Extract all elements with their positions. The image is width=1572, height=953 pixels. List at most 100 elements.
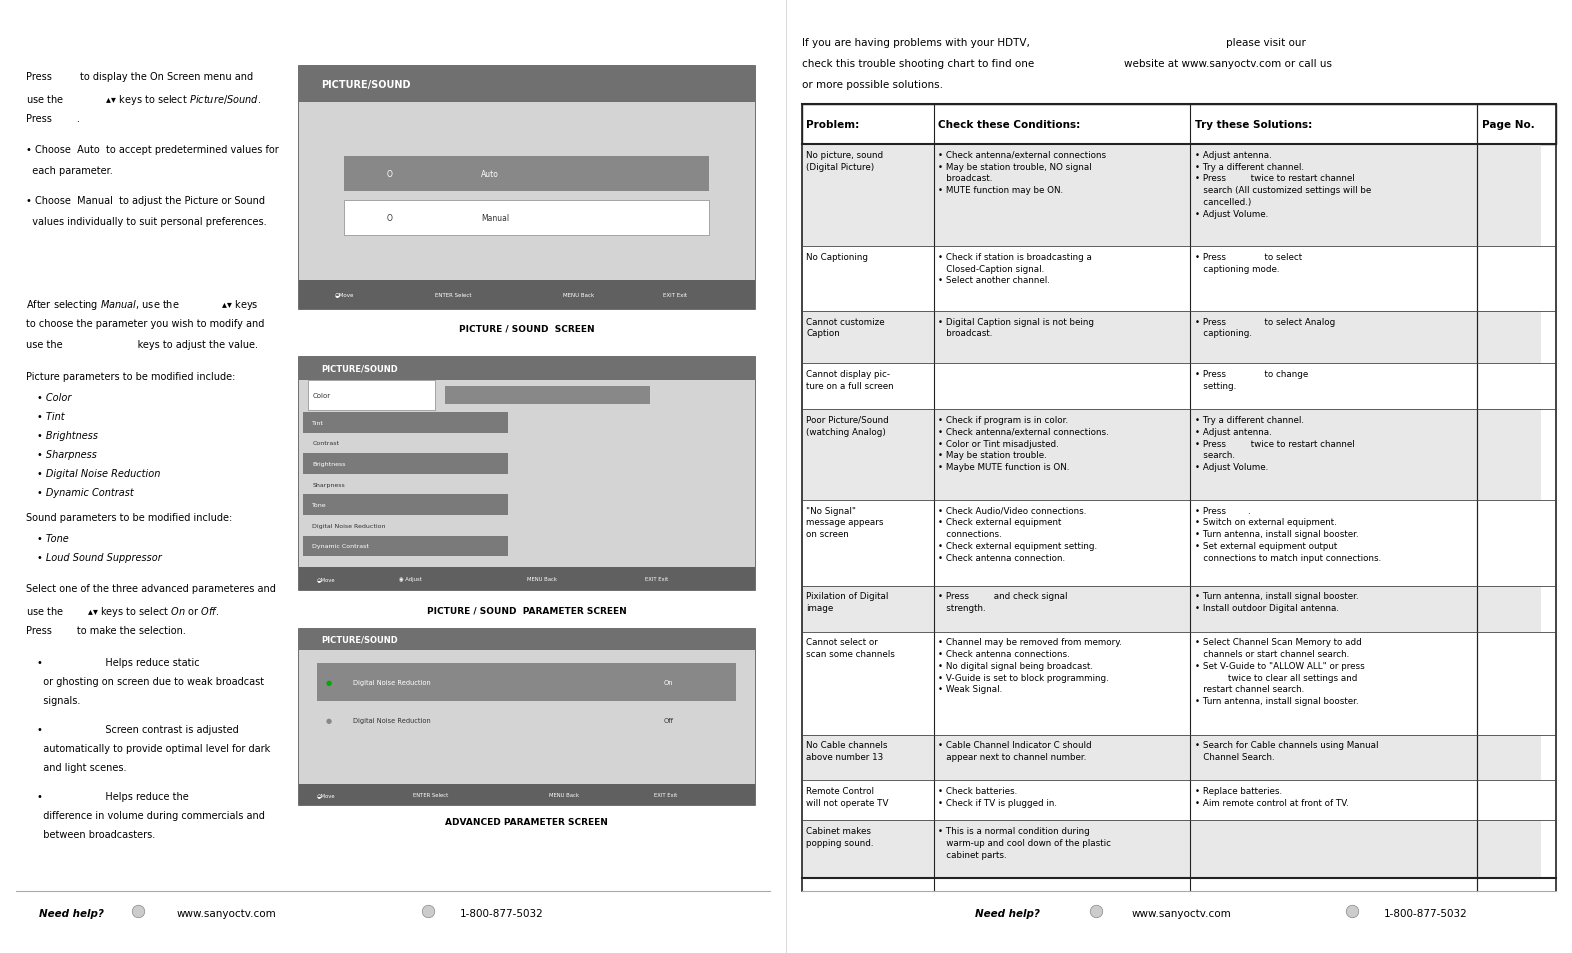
Text: ●: ● bbox=[325, 679, 332, 685]
Text: • Press              to select
   captioning mode.: • Press to select captioning mode. bbox=[1195, 253, 1302, 274]
Bar bbox=[934, 821, 1190, 878]
Text: • Select Channel Scan Memory to add
   channels or start channel search.
• Set V: • Select Channel Scan Memory to add chan… bbox=[1195, 638, 1364, 705]
Text: website at www.sanyoctv.com or call us: website at www.sanyoctv.com or call us bbox=[1124, 59, 1331, 69]
Text: Remote Control
will not operate TV: Remote Control will not operate TV bbox=[806, 786, 888, 807]
Text: Brightness: Brightness bbox=[313, 461, 346, 467]
Bar bbox=[1478, 781, 1541, 821]
Text: Press         to display the On Screen menu and: Press to display the On Screen menu and bbox=[27, 71, 253, 81]
Text: • Press        .
• Switch on external equipment.
• Turn antenna, install signal : • Press . • Switch on external equipment… bbox=[1195, 506, 1382, 562]
Text: No Captioning: No Captioning bbox=[806, 253, 868, 261]
Text: MENU Back: MENU Back bbox=[550, 792, 580, 798]
Bar bbox=[802, 735, 934, 781]
Text: • Press              to change
   setting.: • Press to change setting. bbox=[1195, 370, 1308, 391]
Text: use the              $\blacktriangle\blacktriangledown$ keys to select $\it{Pict: use the $\blacktriangle\blacktriangledow… bbox=[27, 92, 261, 107]
Text: Color: Color bbox=[313, 393, 330, 398]
Text: Sound parameters to be modified include:: Sound parameters to be modified include: bbox=[27, 513, 233, 522]
Bar bbox=[344, 156, 709, 192]
Text: On: On bbox=[663, 679, 673, 685]
Bar bbox=[1478, 145, 1541, 247]
Bar bbox=[934, 364, 1190, 410]
Bar bbox=[802, 105, 1556, 145]
Text: Auto: Auto bbox=[481, 170, 498, 178]
Text: • Check antenna/external connections
• May be station trouble, NO signal
   broa: • Check antenna/external connections • M… bbox=[938, 151, 1107, 195]
Bar bbox=[299, 357, 755, 591]
Bar bbox=[1190, 821, 1478, 878]
Text: Need help?: Need help? bbox=[975, 908, 1039, 918]
Text: MENU Back: MENU Back bbox=[563, 293, 594, 297]
Text: each parameter.: each parameter. bbox=[27, 166, 113, 175]
Text: O: O bbox=[387, 214, 393, 223]
Bar bbox=[934, 586, 1190, 632]
Text: • Digital Caption signal is not being
   broadcast.: • Digital Caption signal is not being br… bbox=[938, 317, 1094, 338]
Bar bbox=[1190, 410, 1478, 500]
Bar bbox=[1190, 312, 1478, 364]
Text: difference in volume during commercials and: difference in volume during commercials … bbox=[38, 810, 264, 820]
Text: • Search for Cable channels using Manual
   Channel Search.: • Search for Cable channels using Manual… bbox=[1195, 740, 1379, 761]
Text: Cabinet makes
popping sound.: Cabinet makes popping sound. bbox=[806, 826, 874, 847]
Text: Select one of the three advanced parameteres and: Select one of the three advanced paramet… bbox=[27, 583, 275, 593]
Bar bbox=[802, 364, 934, 410]
Text: "No Signal"
message appears
on screen: "No Signal" message appears on screen bbox=[806, 506, 883, 538]
Text: PICTURE / SOUND  SCREEN: PICTURE / SOUND SCREEN bbox=[459, 324, 594, 334]
Text: EXIT Exit: EXIT Exit bbox=[645, 577, 668, 581]
Bar bbox=[299, 650, 755, 784]
Text: ◒Move: ◒Move bbox=[335, 293, 355, 297]
Bar bbox=[802, 500, 934, 586]
Text: •                    Helps reduce the: • Helps reduce the bbox=[38, 791, 189, 801]
Text: to choose the parameter you wish to modify and: to choose the parameter you wish to modi… bbox=[27, 318, 264, 328]
Text: Need help?: Need help? bbox=[39, 908, 104, 918]
Text: ENTER Select: ENTER Select bbox=[413, 792, 448, 798]
Bar bbox=[1190, 781, 1478, 821]
Text: • Brightness: • Brightness bbox=[38, 431, 97, 440]
Text: • Tone: • Tone bbox=[38, 534, 69, 543]
Text: • This is a normal condition during
   warm-up and cool down of the plastic
   c: • This is a normal condition during warm… bbox=[938, 826, 1111, 859]
Bar bbox=[934, 312, 1190, 364]
Text: • Check if program is in color.
• Check antenna/external connections.
• Color or: • Check if program is in color. • Check … bbox=[938, 416, 1110, 472]
Text: No Cable channels
above number 13: No Cable channels above number 13 bbox=[806, 740, 888, 761]
Text: Press        to make the selection.: Press to make the selection. bbox=[27, 625, 185, 635]
Text: or more possible solutions.: or more possible solutions. bbox=[802, 80, 943, 90]
Bar bbox=[1478, 500, 1541, 586]
Text: 1-800-877-5032: 1-800-877-5032 bbox=[1383, 908, 1467, 918]
Bar bbox=[318, 663, 736, 701]
Text: • Choose  Auto  to accept predetermined values for: • Choose Auto to accept predetermined va… bbox=[27, 145, 278, 154]
Text: • Press              to select Analog
   captioning.: • Press to select Analog captioning. bbox=[1195, 317, 1335, 338]
Text: • Cable Channel Indicator C should
   appear next to channel number.: • Cable Channel Indicator C should appea… bbox=[938, 740, 1093, 761]
Text: check this trouble shooting chart to find one: check this trouble shooting chart to fin… bbox=[802, 59, 1034, 69]
Bar bbox=[802, 586, 934, 632]
Bar bbox=[299, 784, 755, 805]
Text: • Press         and check signal
   strength.: • Press and check signal strength. bbox=[938, 592, 1067, 613]
Text: • Tint: • Tint bbox=[38, 412, 64, 421]
Text: ◒Move: ◒Move bbox=[318, 792, 335, 798]
Text: Sharpness: Sharpness bbox=[313, 482, 346, 487]
Text: Press        .: Press . bbox=[27, 113, 80, 123]
Bar bbox=[303, 495, 508, 516]
Bar bbox=[299, 67, 755, 310]
Bar bbox=[1190, 586, 1478, 632]
Text: PICTURE / SOUND  PARAMETER SCREEN: PICTURE / SOUND PARAMETER SCREEN bbox=[426, 605, 627, 615]
Bar bbox=[934, 145, 1190, 247]
Bar bbox=[1190, 247, 1478, 312]
Bar bbox=[1478, 586, 1541, 632]
Text: PICTURE/SOUND: PICTURE/SOUND bbox=[322, 365, 398, 374]
Bar bbox=[303, 454, 508, 475]
Text: ADVANCED PARAMETER SCREEN: ADVANCED PARAMETER SCREEN bbox=[445, 817, 608, 826]
Bar bbox=[299, 280, 755, 310]
Text: Contrast: Contrast bbox=[313, 441, 340, 446]
Bar bbox=[1478, 247, 1541, 312]
Text: Try these Solutions:: Try these Solutions: bbox=[1195, 120, 1313, 130]
Text: • Color: • Color bbox=[38, 393, 71, 402]
Text: Manual: Manual bbox=[481, 214, 509, 223]
Text: • Try a different channel.
• Adjust antenna.
• Press         twice to restart ch: • Try a different channel. • Adjust ante… bbox=[1195, 416, 1355, 472]
Text: •                    Screen contrast is adjusted: • Screen contrast is adjusted bbox=[38, 724, 239, 734]
Bar bbox=[802, 312, 934, 364]
Text: Tint: Tint bbox=[313, 420, 324, 425]
Text: ◒Move: ◒Move bbox=[318, 577, 335, 581]
Bar bbox=[802, 145, 934, 247]
Text: • Adjust antenna.
• Try a different channel.
• Press         twice to restart ch: • Adjust antenna. • Try a different chan… bbox=[1195, 151, 1371, 218]
Text: Cannot customize
Caption: Cannot customize Caption bbox=[806, 317, 885, 338]
Text: Pixilation of Digital
image: Pixilation of Digital image bbox=[806, 592, 888, 613]
Text: PICTURE/SOUND: PICTURE/SOUND bbox=[322, 80, 410, 90]
Bar bbox=[308, 380, 435, 411]
Text: or ghosting on screen due to weak broadcast: or ghosting on screen due to weak broadc… bbox=[38, 677, 264, 686]
